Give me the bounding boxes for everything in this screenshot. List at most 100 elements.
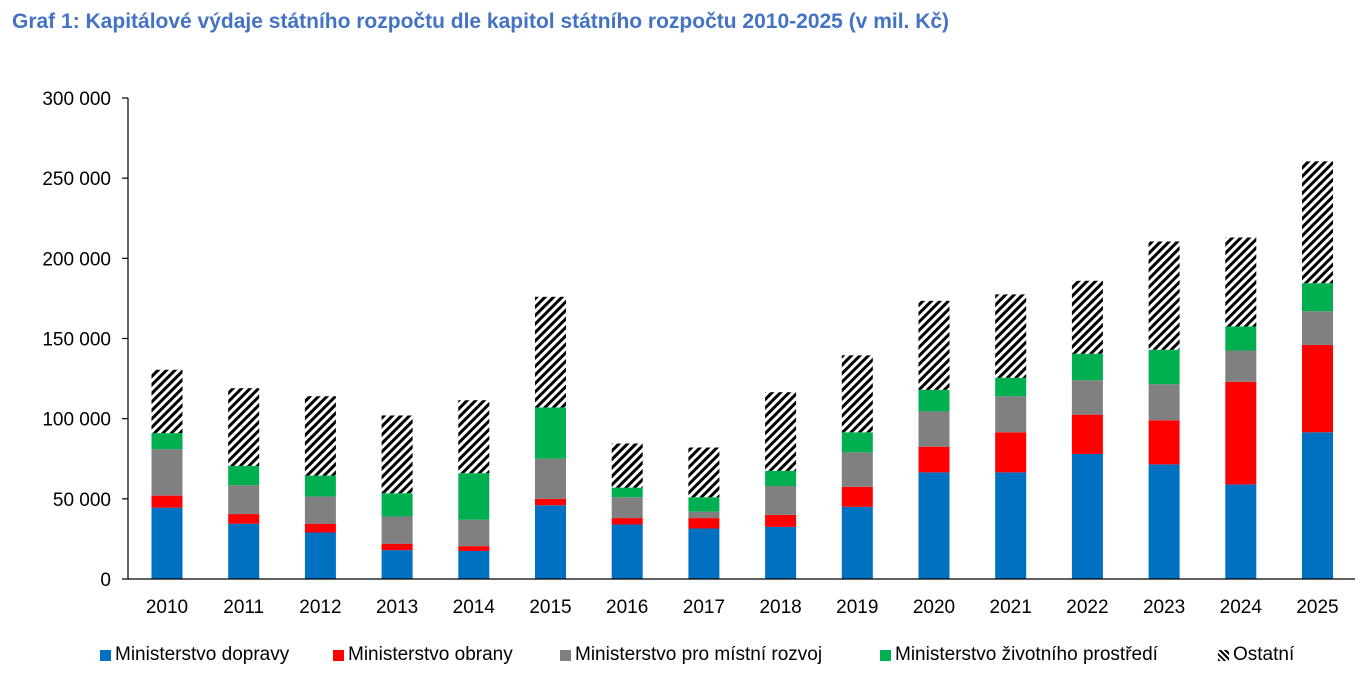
bar-segment-2018-series-0	[765, 526, 797, 579]
bar-stack-2020	[918, 300, 950, 579]
bar-stack-2022	[1071, 280, 1103, 579]
x-axis: 2010 2011 2012 2013 2014 2015 2016 2017 2018 2019…	[128, 578, 1355, 618]
bar-segment-2016-series-1	[611, 518, 643, 525]
x-tick-label: 2025	[1296, 597, 1338, 618]
bar-stack-2013	[381, 415, 413, 579]
y-tick-label: 250 000	[42, 169, 111, 190]
bar-segment-2015-series-2	[535, 458, 566, 499]
x-tick-label: 2017	[683, 597, 725, 618]
bar-segment-2018-series-4	[765, 392, 797, 471]
bar-segment-2024-series-2	[1225, 350, 1257, 382]
bar-segment-2011-series-0	[228, 523, 260, 579]
bar-segment-2023-series-2	[1148, 384, 1180, 421]
bar-segment-2024-series-0	[1225, 484, 1257, 579]
legend-label: Ministerstvo životního prostředí	[895, 644, 1158, 665]
bar-segment-2020-series-3	[918, 389, 950, 412]
y-tick-label: 100 000	[42, 410, 111, 431]
bar-stack-2019	[841, 355, 873, 579]
bar-segment-2012-series-3	[304, 475, 336, 497]
bar-segment-2025-series-2	[1302, 311, 1333, 345]
bar-segment-2015-series-4	[535, 296, 566, 408]
bar-segment-2012-series-4	[304, 396, 336, 476]
x-tick-label: 2020	[913, 597, 955, 618]
legend-label: Ministerstvo obrany	[348, 644, 513, 665]
x-tick-label: 2013	[376, 597, 418, 618]
bar-segment-2016-series-3	[611, 487, 643, 498]
bar-segment-2013-series-0	[381, 550, 413, 579]
bar-segment-2014-series-4	[458, 400, 490, 474]
bar-segment-2013-series-1	[381, 543, 413, 551]
bar-stack-2014	[458, 400, 490, 579]
y-tick-label: 150 000	[42, 330, 111, 351]
legend-label: Ministerstvo dopravy	[115, 644, 290, 665]
bar-segment-2021-series-3	[995, 377, 1027, 397]
bar-segment-2022-series-1	[1071, 414, 1103, 454]
bar-segment-2025-series-3	[1302, 283, 1333, 312]
bar-segment-2010-series-0	[151, 507, 183, 579]
bar-stack-2015	[535, 296, 566, 579]
bar-segment-2021-series-1	[995, 432, 1027, 473]
bar-segment-2013-series-3	[381, 493, 413, 517]
bar-segment-2017-series-4	[688, 447, 720, 498]
bar-segment-2018-series-1	[765, 514, 797, 527]
y-tick-label: 50 000	[53, 490, 111, 511]
bar-segment-2019-series-2	[841, 452, 873, 487]
bar-segment-2017-series-1	[688, 518, 720, 529]
legend-item: Ostatní	[1218, 644, 1294, 666]
chart-title: Graf 1: Kapitálové výdaje státního rozpo…	[12, 10, 950, 33]
bar-segment-2014-series-0	[458, 550, 490, 579]
bar-segment-2020-series-2	[918, 411, 950, 447]
x-tick-label: 2016	[606, 597, 648, 618]
bar-stack-2011	[228, 388, 260, 579]
bar-stack-2016	[611, 443, 643, 579]
bar-segment-2024-series-1	[1225, 381, 1257, 485]
bar-segment-2019-series-1	[841, 486, 873, 507]
bar-segment-2022-series-0	[1071, 453, 1103, 579]
bar-segment-2023-series-0	[1148, 464, 1180, 579]
bar-segment-2011-series-4	[228, 388, 260, 466]
x-tick-label: 2023	[1143, 597, 1185, 618]
bar-segment-2011-series-2	[228, 485, 260, 515]
bar-segment-2013-series-4	[381, 415, 413, 494]
bar-segment-2010-series-1	[151, 495, 183, 508]
x-tick-label: 2014	[453, 597, 496, 618]
bar-stack-2018	[765, 392, 797, 579]
bar-segment-2012-series-1	[304, 523, 336, 533]
bar-segment-2017-series-3	[688, 497, 720, 512]
bar-segment-2014-series-1	[458, 546, 490, 551]
bar-segment-2023-series-3	[1148, 349, 1180, 385]
bar-segment-2013-series-2	[381, 516, 413, 544]
stacked-bar-chart: 0 50 000 100 000 150 000 200 000 250 000 300 0…	[42, 89, 1355, 618]
bar-stack-2024	[1225, 237, 1257, 579]
bar-segment-2010-series-4	[151, 369, 183, 434]
bar-segment-2010-series-2	[151, 449, 183, 496]
y-tick-label: 300 000	[42, 89, 111, 110]
bar-segment-2022-series-2	[1071, 380, 1103, 415]
y-axis: 0 50 000 100 000 150 000 200 000 250 000 300 0…	[42, 89, 129, 591]
bar-segment-2016-series-0	[611, 524, 643, 579]
bar-segment-2021-series-4	[995, 294, 1027, 378]
bar-segment-2022-series-3	[1071, 353, 1103, 381]
x-tick-label: 2024	[1220, 597, 1263, 618]
bar-stack-2023	[1148, 241, 1180, 579]
bars	[151, 161, 1333, 579]
bar-segment-2018-series-2	[765, 486, 797, 515]
bar-stack-2021	[995, 294, 1027, 579]
legend-item: Ministerstvo životního prostředí	[880, 644, 1158, 666]
bar-segment-2018-series-3	[765, 470, 797, 487]
bar-segment-2023-series-1	[1148, 420, 1180, 465]
bar-segment-2015-series-1	[535, 498, 566, 506]
legend-swatch	[1218, 649, 1229, 661]
legend-swatch	[560, 649, 571, 661]
bar-segment-2021-series-2	[995, 396, 1027, 433]
bar-segment-2020-series-4	[918, 300, 950, 390]
bar-segment-2021-series-0	[995, 472, 1027, 579]
bar-segment-2025-series-4	[1302, 161, 1333, 284]
bar-segment-2025-series-0	[1302, 432, 1333, 579]
bar-segment-2020-series-0	[918, 472, 950, 579]
x-tick-label: 2011	[223, 597, 264, 618]
x-tick-label: 2021	[990, 597, 1032, 618]
legend-label: Ostatní	[1233, 644, 1295, 665]
legend-item: Ministerstvo dopravy	[100, 644, 289, 666]
legend: Ministerstvo dopravy Ministerstvo obrany M…	[0, 644, 1360, 670]
